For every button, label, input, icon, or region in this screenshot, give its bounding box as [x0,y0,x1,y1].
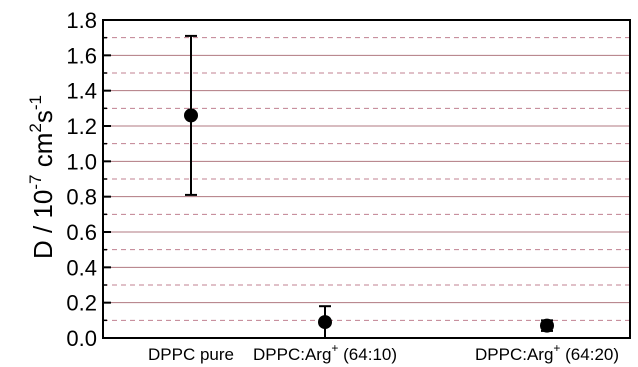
x-category-label: DPPC:Arg+ (64:20) [475,341,619,364]
y-tick-label: 1.0 [66,149,97,174]
x-category-label: DPPC:Arg+ (64:10) [253,341,397,364]
y-axis-label-main: D / 10 [28,190,58,259]
y-axis-label-exp3: -1 [26,95,45,110]
y-tick-label: 0.4 [66,255,97,280]
y-axis-ticks: 0.0 0.2 0.4 0.6 0.8 1.0 1.2 1.4 1.6 1.8 [66,8,111,351]
y-tick-label: 1.6 [66,43,97,68]
y-tick-label: 1.2 [66,114,97,139]
y-axis-label-exp1: -7 [26,174,45,189]
y-tick-label: 0.0 [66,326,97,351]
data-point [184,108,198,123]
data-series [184,34,554,339]
y-tick-label: 1.8 [66,8,97,33]
x-axis-category-labels: DPPC pure DPPC:Arg+ (64:10) DPPC:Arg+ (64:… [148,341,619,364]
y-tick-label: 0.6 [66,220,97,245]
y-axis-label-unit2: s [28,110,58,123]
data-point [540,318,554,333]
y-axis-label: D / 10-7 cm2s-1 [26,95,58,259]
x-category-label: DPPC pure [148,345,234,364]
y-axis-label-unit1: cm [28,133,58,175]
y-tick-label: 1.4 [66,79,97,104]
y-axis-label-exp2: 2 [26,123,45,132]
grid-lines [103,37,630,321]
plot-frame [102,19,631,339]
y-tick-label: 0.2 [66,291,97,316]
data-point [318,315,332,330]
y-tick-label: 0.8 [66,185,97,210]
